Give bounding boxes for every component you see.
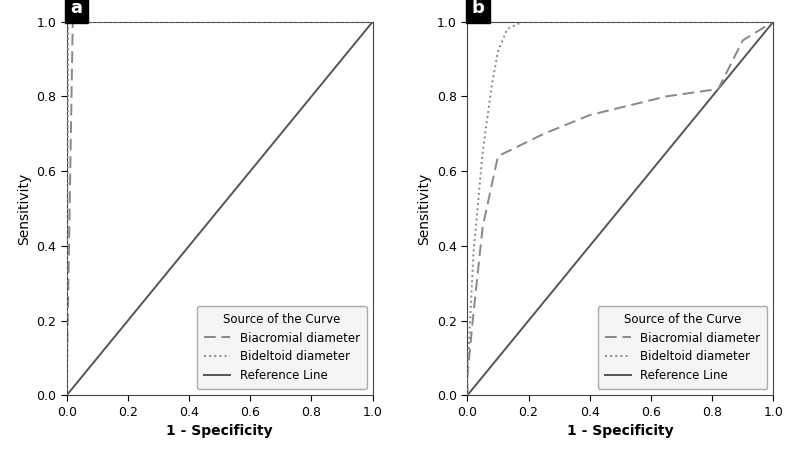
X-axis label: 1 - Specificity: 1 - Specificity [567, 425, 674, 438]
Y-axis label: Sensitivity: Sensitivity [418, 172, 431, 245]
X-axis label: 1 - Specificity: 1 - Specificity [166, 425, 273, 438]
Legend: Biacromial diameter, Bideltoid diameter, Reference Line: Biacromial diameter, Bideltoid diameter,… [598, 306, 767, 389]
Text: a: a [70, 0, 82, 17]
Legend: Biacromial diameter, Bideltoid diameter, Reference Line: Biacromial diameter, Bideltoid diameter,… [197, 306, 366, 389]
Y-axis label: Sensitivity: Sensitivity [17, 172, 30, 245]
Text: b: b [471, 0, 484, 17]
